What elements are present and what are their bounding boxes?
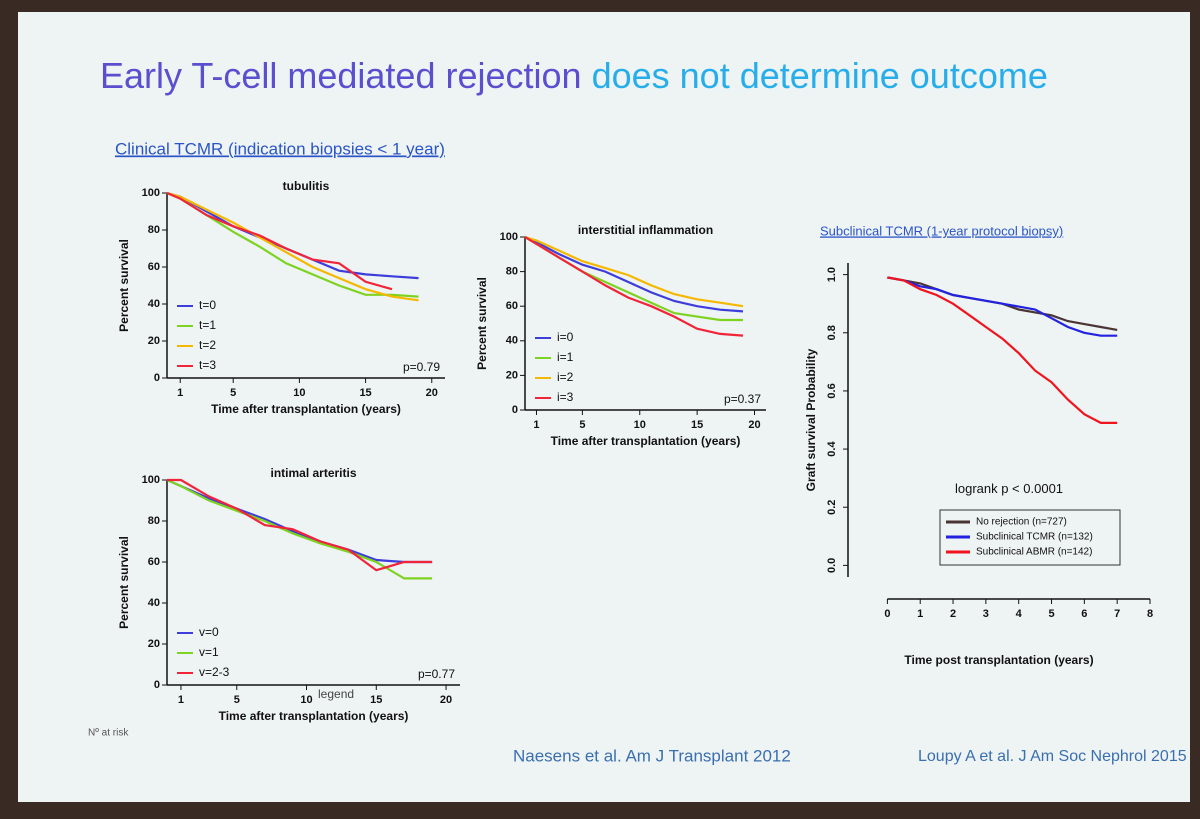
x-tick-label: 2 [950, 608, 956, 620]
y-tick-label: 60 [148, 261, 160, 273]
citation: Loupy A et al. J Am Soc Nephrol 2015 [918, 748, 1187, 765]
y-axis-label: Percent survival [117, 239, 131, 332]
y-tick-label: 0.4 [826, 441, 838, 457]
y-tick-label: 40 [148, 298, 160, 310]
x-tick-label: 10 [634, 419, 646, 431]
survival-line [887, 276, 1118, 337]
x-axis-label: Time after transplantation (years) [219, 709, 409, 723]
title-part: Early T-cell mediated rejection [100, 55, 582, 96]
y-tick-label: 60 [506, 300, 518, 312]
y-tick-label: 80 [148, 515, 160, 527]
x-tick-label: 1 [178, 694, 184, 706]
x-tick-label: 5 [230, 387, 236, 399]
survival-line [167, 478, 433, 572]
x-tick-label: 20 [748, 419, 760, 431]
chart-title: tubulitis [283, 179, 330, 193]
y-tick-label: 60 [148, 556, 160, 568]
chart-title: interstitial inflammation [578, 223, 713, 237]
x-tick-label: 1 [177, 387, 183, 399]
survival-line [887, 276, 1118, 424]
y-tick-label: 0 [154, 372, 160, 384]
legend-label: Subclinical TCMR (n=132) [976, 532, 1093, 543]
x-tick-label: 7 [1114, 608, 1120, 620]
x-tick-label: 10 [300, 694, 312, 706]
x-tick-label: 5 [234, 694, 240, 706]
x-tick-label: 5 [1048, 608, 1054, 620]
x-tick-label: 20 [426, 387, 438, 399]
survival-line [166, 191, 419, 302]
legend-label: v=1 [199, 645, 219, 659]
x-axis-label: Time post transplantation (years) [904, 653, 1093, 667]
y-tick-label: 100 [500, 231, 518, 243]
x-tick-label: 1 [533, 419, 539, 431]
y-tick-label: 40 [148, 597, 160, 609]
legend-label: i=0 [557, 330, 574, 344]
x-tick-label: 6 [1081, 608, 1087, 620]
y-tick-label: 20 [148, 638, 160, 650]
annotation: p=0.79 [403, 360, 440, 374]
legend-label: Subclinical ABMR (n=142) [976, 547, 1092, 558]
x-tick-label: 10 [293, 387, 305, 399]
y-tick-label: 80 [148, 224, 160, 236]
x-tick-label: 8 [1147, 608, 1153, 620]
survival-line [524, 235, 744, 313]
x-tick-label: 5 [579, 419, 585, 431]
x-tick-label: 20 [440, 694, 452, 706]
annotation: p=0.37 [724, 392, 761, 406]
x-tick-label: 4 [1016, 608, 1023, 620]
legend-label: t=2 [199, 338, 216, 352]
y-tick-label: 100 [142, 187, 160, 199]
legend-label: v=0 [199, 625, 219, 639]
y-axis-label: Graft survival Probability [804, 348, 818, 491]
x-axis-label: Time after transplantation (years) [551, 434, 741, 448]
x-axis-label: Time after transplantation (years) [211, 402, 401, 416]
legend-label: i=1 [557, 350, 574, 364]
y-tick-label: 0.2 [826, 500, 838, 515]
annotation: logrank p < 0.0001 [955, 481, 1063, 496]
y-tick-label: 0 [512, 404, 518, 416]
legend-box [939, 509, 1121, 566]
x-tick-label: 15 [359, 387, 371, 399]
at-risk-label: Nº at risk [88, 728, 129, 739]
y-axis-label: Percent survival [475, 277, 489, 370]
x-tick-label: 15 [370, 694, 382, 706]
y-tick-label: 0.0 [826, 558, 838, 573]
legend-label: i=3 [557, 390, 574, 404]
legend-overlay: legend [318, 687, 354, 701]
title-part: does not determine outcome [592, 55, 1048, 96]
legend-label: t=1 [199, 318, 216, 332]
y-tick-label: 20 [148, 335, 160, 347]
citation: Naesens et al. Am J Transplant 2012 [513, 746, 791, 765]
y-tick-label: 100 [142, 474, 160, 486]
subclinical-heading: Subclinical TCMR (1-year protocol biopsy… [820, 223, 1063, 238]
slide-title: Early T-cell mediated rejection does not… [100, 55, 1048, 96]
survival-line [166, 478, 433, 564]
y-tick-label: 0.6 [826, 383, 838, 398]
slide [18, 12, 1190, 802]
survival-line [524, 235, 744, 308]
y-axis-label: Percent survival [117, 536, 131, 629]
chart-title: intimal arteritis [270, 466, 356, 480]
x-tick-label: 3 [983, 608, 989, 620]
survival-line [166, 191, 393, 291]
legend-label: No rejection (n=727) [976, 517, 1067, 528]
y-tick-label: 0 [154, 679, 160, 691]
clinical-heading: Clinical TCMR (indication biopsies < 1 y… [115, 139, 445, 158]
x-tick-label: 1 [917, 608, 923, 620]
y-tick-label: 80 [506, 266, 518, 278]
y-tick-label: 1.0 [826, 267, 838, 282]
legend-label: v=2-3 [199, 665, 230, 679]
survival-line [524, 236, 744, 337]
annotation: p=0.77 [418, 667, 455, 681]
legend-label: i=2 [557, 370, 574, 384]
y-tick-label: 0.8 [826, 325, 838, 340]
legend-label: t=0 [199, 298, 216, 312]
x-tick-label: 15 [691, 419, 703, 431]
x-tick-label: 0 [884, 608, 890, 620]
legend-label: t=3 [199, 358, 216, 372]
y-tick-label: 20 [506, 369, 518, 381]
y-tick-label: 40 [506, 335, 518, 347]
